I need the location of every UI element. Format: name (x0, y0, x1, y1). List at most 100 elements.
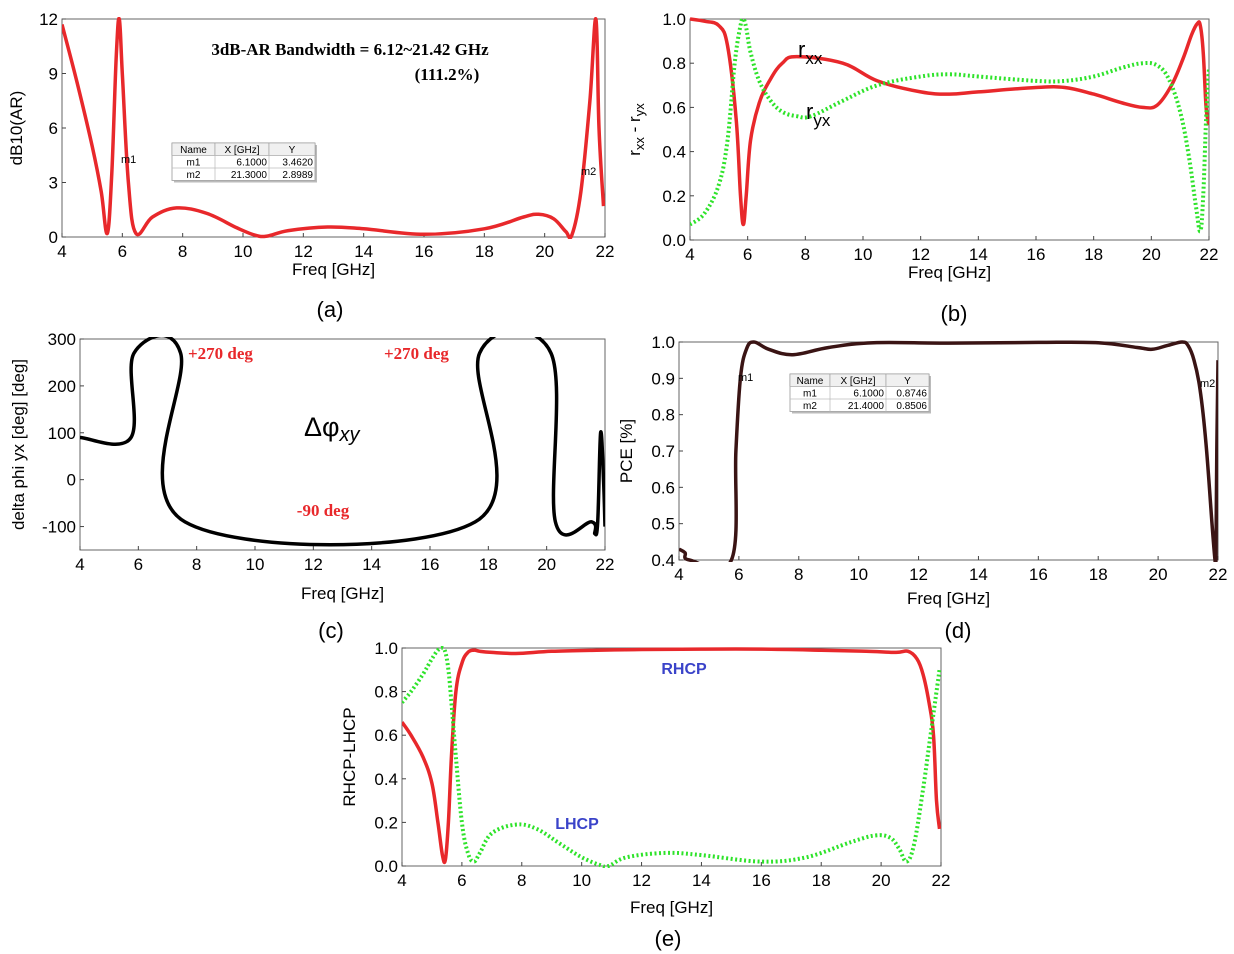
x-tick-label: 6 (118, 242, 127, 261)
series-group (62, 17, 605, 239)
x-tick-label: 6 (457, 871, 466, 890)
marker-table-header: Name (180, 145, 207, 156)
chart-content: 4 6 8 10 12 14 16 18 20 22 0.4 0.5 0.6 0.7 0.8 0.9 1.0 Fr… (617, 333, 1227, 608)
plot-frame (79, 338, 606, 551)
x-tick-label: 22 (932, 871, 951, 890)
x-axis-label: Freq [GHz] (907, 589, 990, 608)
y-tick-label: 0.9 (651, 369, 675, 388)
x-tick-label: 12 (632, 871, 651, 890)
x-tick-label: 18 (1084, 245, 1103, 264)
y-axis-label: RHCP-LHCP (340, 707, 359, 806)
x-tick-label: 14 (362, 555, 381, 574)
legend-label-rhcp: RHCP (661, 661, 707, 678)
series-line-curve-0 (80, 337, 605, 547)
chart-panel-b: 4 6 8 10 12 14 16 18 20 22 0.0 0.2 0.4 0.6 0.8 1.0 Freq … (625, 10, 1218, 326)
x-tick-label: 4 (57, 242, 66, 261)
series-line-rxx (690, 17, 1209, 227)
x-tick-label: 6 (134, 555, 143, 574)
panel-label-d: (d) (945, 618, 972, 643)
x-tick-label: 16 (421, 555, 440, 574)
marker-table-cell (885, 398, 930, 412)
plot-frame (61, 18, 606, 238)
legend-rxx-base: r (798, 37, 805, 62)
marker-label-m1: m1 (738, 372, 753, 384)
x-tick-label: 20 (872, 871, 891, 890)
marker-table-value: 6.1000 (853, 389, 884, 400)
chart-content: 4 6 8 10 12 14 16 18 20 22 0.0 0.2 0.4 0.6 0.8 1.0 Freq … (340, 639, 950, 917)
y-axis-label-base: r (625, 150, 644, 156)
x-tick-label: 12 (294, 242, 313, 261)
series-line-curve-0 (62, 17, 605, 239)
chart-panel-e: 4 6 8 10 12 14 16 18 20 22 0.0 0.2 0.4 0.6 0.8 1.0 Freq … (340, 639, 950, 951)
x-tick-label: 4 (674, 565, 683, 584)
marker-table-header: Y (289, 145, 296, 156)
y-tick-label: 1.0 (651, 333, 675, 352)
series-group (80, 337, 605, 547)
x-tick-label: 20 (537, 555, 556, 574)
y-tick-label: 3 (49, 174, 58, 193)
y-tick-label: 100 (48, 424, 76, 443)
y-axis-label: PCE [%] (617, 419, 636, 483)
marker-table-header: Name (797, 376, 824, 387)
y-tick-label: 0.7 (651, 442, 675, 461)
chart-content: 4 6 8 10 12 14 16 18 20 22 -100 0 100 200 300 Freq [GHz… (9, 330, 614, 603)
marker-table-header: X [GHz] (840, 376, 875, 387)
y-tick-label: 9 (49, 65, 58, 84)
plot-frame (678, 341, 1219, 561)
ar-bandwidth-percent-annotation: (111.2%) (415, 65, 480, 84)
x-tick-label: 18 (1089, 565, 1108, 584)
y-tick-label: 0.6 (374, 726, 398, 745)
panel-label-b: (b) (941, 301, 968, 326)
panel-label-c: (c) (318, 618, 344, 643)
series-group (690, 17, 1209, 234)
series-line-curve-0 (679, 340, 1218, 562)
plot-frame (689, 18, 1210, 241)
marker-label-m1: m1 (121, 154, 136, 166)
legend-ryx-sub: yx (813, 111, 831, 130)
y-tick-label: 0.2 (662, 187, 686, 206)
annotation-minus90: -90 deg (297, 501, 350, 520)
x-tick-label: 4 (397, 871, 406, 890)
delta-phi-symbol: Δφ (304, 412, 340, 442)
x-tick-label: 12 (911, 245, 930, 264)
x-tick-label: 16 (1027, 245, 1046, 264)
chart-panel-d: 4 6 8 10 12 14 16 18 20 22 0.4 0.5 0.6 0.7 0.8 0.9 1.0 Fr… (617, 333, 1227, 643)
chart-panel-c: 4 6 8 10 12 14 16 18 20 22 -100 0 100 200 300 Freq [GHz… (9, 330, 614, 643)
legend-label-rxx: rxx (798, 37, 823, 68)
x-tick-label: 10 (849, 565, 868, 584)
marker-table: Name X [GHz] Ym1 6.1000 3.4620 m2 21.3000 2.898… (171, 142, 317, 183)
x-tick-label: 4 (75, 555, 84, 574)
series-line-rhcp (402, 647, 941, 865)
y-tick-label: 0.8 (374, 683, 398, 702)
plot-frame (401, 647, 942, 867)
marker-table-value: m1 (187, 158, 201, 169)
marker-table-value: m1 (803, 389, 817, 400)
x-tick-label: 10 (854, 245, 873, 264)
ar-bandwidth-annotation: 3dB-AR Bandwidth = 6.12~21.42 GHz (211, 40, 489, 59)
x-tick-label: 4 (685, 245, 694, 264)
y-axis-label-sub2: yx (632, 103, 647, 117)
y-tick-label: 0 (67, 471, 76, 490)
panel-label-a: (a) (317, 297, 344, 322)
marker-label-m2: m2 (581, 166, 596, 178)
x-axis-label: Freq [GHz] (630, 898, 713, 917)
marker-table-cell (268, 167, 316, 181)
x-tick-label: 10 (234, 242, 253, 261)
x-tick-label: 20 (1142, 245, 1161, 264)
y-tick-label: 0.5 (651, 515, 675, 534)
series-group (679, 340, 1218, 562)
series-group (402, 646, 941, 868)
y-axis-label-sep: - r (625, 116, 644, 137)
legend-rxx-sub: xx (805, 49, 823, 68)
marker-table: Name X [GHz] Ym1 6.1000 0.8746 m2 21.4000 0.850… (789, 373, 931, 414)
marker-table-value: 2.8989 (282, 170, 313, 181)
y-axis-label-sub: xx (632, 137, 647, 151)
x-tick-label: 20 (535, 242, 554, 261)
marker-table-header: X [GHz] (224, 145, 259, 156)
marker-table-value: 21.3000 (231, 170, 268, 181)
y-axis-label: dB10(AR) (7, 91, 26, 166)
x-tick-label: 14 (969, 245, 988, 264)
y-tick-label: 0.0 (662, 231, 686, 250)
